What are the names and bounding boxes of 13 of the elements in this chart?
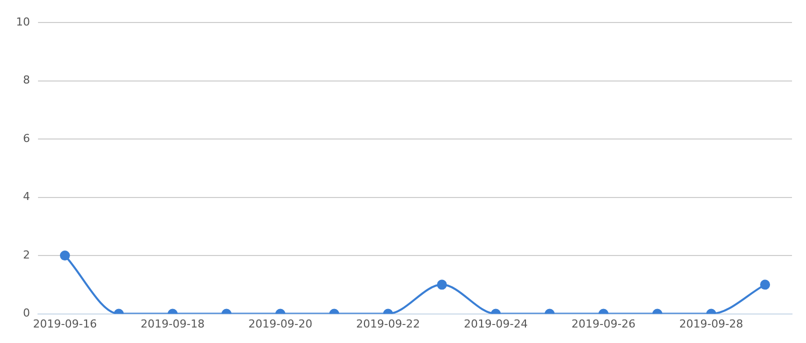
y-tick-label: 6 — [22, 132, 30, 145]
x-tick-label: 2019-09-24 — [464, 317, 528, 330]
x-tick-label: 2019-09-20 — [248, 317, 312, 330]
y-tick-label: 8 — [22, 74, 30, 87]
x-tick-label: 2019-09-26 — [572, 317, 636, 330]
y-tick-label: 10 — [16, 15, 30, 28]
y-tick-label: 2 — [22, 248, 30, 262]
y-tick-label: 0 — [22, 306, 30, 320]
x-tick-label: 2019-09-18 — [140, 317, 205, 330]
y-tick-label: 4 — [22, 190, 30, 204]
x-tick-label: 2019-09-22 — [356, 317, 420, 330]
x-tick-label: 2019-09-16 — [32, 317, 97, 330]
x-tick-label: 2019-09-28 — [679, 317, 744, 330]
